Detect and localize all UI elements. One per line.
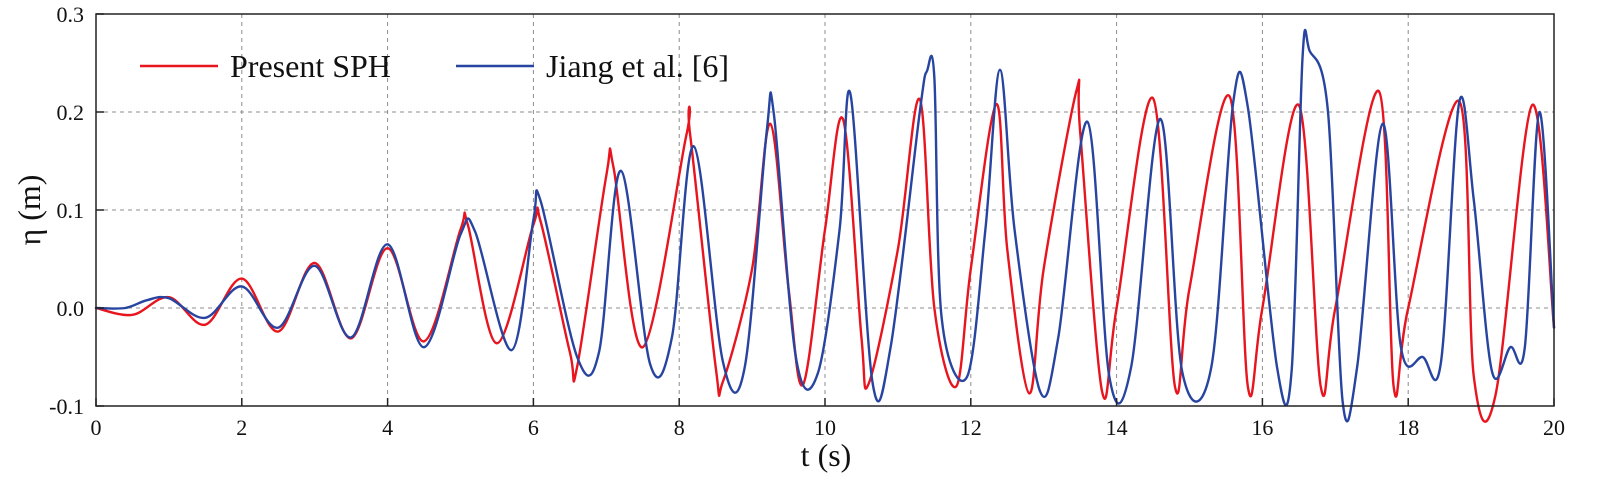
x-tick-label: 6	[528, 415, 539, 440]
tick-marks	[95, 13, 1555, 407]
x-tick-label: 14	[1106, 415, 1128, 440]
y-tick-label: 0.3	[57, 2, 85, 27]
x-tick-label: 12	[960, 415, 982, 440]
x-tick-labels: 0 2 4 6 8 10 12 14 16 18 20	[91, 415, 1566, 440]
y-axis-label: η (m)	[11, 175, 47, 246]
x-tick-label: 2	[236, 415, 247, 440]
x-tick-label: 8	[674, 415, 685, 440]
series-line-present-sph	[94, 78, 1556, 423]
y-tick-label: -0.1	[49, 394, 84, 419]
y-tick-label: 0.1	[57, 198, 85, 223]
x-axis-label: t (s)	[801, 437, 852, 473]
legend-label-present-sph: Present SPH	[230, 48, 391, 84]
series-layer	[94, 28, 1556, 423]
y-tick-label: 0.0	[57, 296, 85, 321]
x-tick-label: 10	[814, 415, 836, 440]
x-tick-label: 20	[1543, 415, 1565, 440]
x-tick-label: 0	[91, 415, 102, 440]
series-line-jiang-et-al-6	[94, 28, 1556, 423]
x-tick-label: 18	[1397, 415, 1419, 440]
y-tick-label: 0.2	[57, 100, 85, 125]
x-tick-label: 4	[382, 415, 393, 440]
x-tick-label: 16	[1251, 415, 1273, 440]
grid-lines	[96, 14, 1554, 406]
y-tick-labels: -0.1 0.0 0.1 0.2 0.3	[49, 2, 84, 419]
legend: Present SPH Jiang et al. [6]	[140, 48, 729, 84]
legend-label-jiang-et-al: Jiang et al. [6]	[546, 48, 729, 84]
